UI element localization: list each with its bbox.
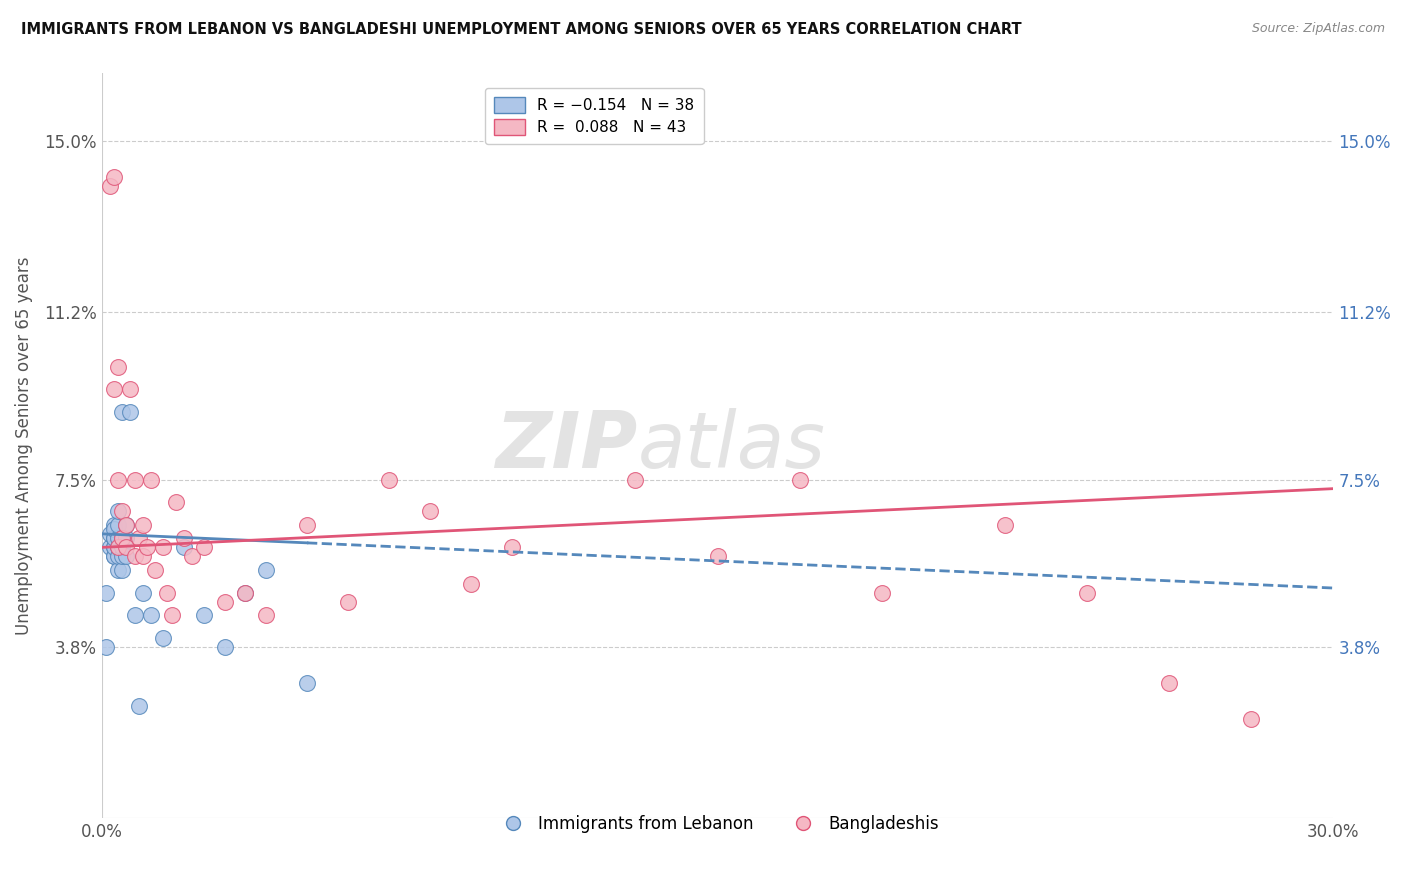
Point — [103, 169, 125, 184]
Point — [181, 549, 204, 564]
Point — [624, 473, 647, 487]
Point — [173, 532, 195, 546]
Point — [107, 359, 129, 374]
Point — [124, 549, 146, 564]
Point — [103, 532, 125, 546]
Point — [107, 504, 129, 518]
Point — [143, 563, 166, 577]
Point — [103, 522, 125, 536]
Point — [107, 541, 129, 555]
Point — [128, 532, 150, 546]
Point — [115, 517, 138, 532]
Point — [789, 473, 811, 487]
Point — [235, 585, 257, 599]
Point — [107, 563, 129, 577]
Point — [132, 549, 155, 564]
Point — [107, 473, 129, 487]
Point — [111, 405, 134, 419]
Point — [94, 640, 117, 654]
Point — [994, 517, 1017, 532]
Point — [111, 563, 134, 577]
Point — [193, 608, 215, 623]
Point — [295, 517, 318, 532]
Point — [128, 698, 150, 713]
Point — [103, 541, 125, 555]
Point — [120, 405, 142, 419]
Point — [139, 608, 162, 623]
Point — [193, 541, 215, 555]
Point — [103, 549, 125, 564]
Point — [173, 541, 195, 555]
Point — [870, 585, 893, 599]
Point — [706, 549, 728, 564]
Point — [115, 532, 138, 546]
Legend: Immigrants from Lebanon, Bangladeshis: Immigrants from Lebanon, Bangladeshis — [489, 809, 946, 840]
Point — [214, 640, 236, 654]
Point — [501, 541, 523, 555]
Point — [1076, 585, 1098, 599]
Point — [94, 585, 117, 599]
Point — [214, 594, 236, 608]
Point — [460, 576, 482, 591]
Point — [107, 517, 129, 532]
Text: Source: ZipAtlas.com: Source: ZipAtlas.com — [1251, 22, 1385, 36]
Point — [132, 585, 155, 599]
Point — [295, 676, 318, 690]
Point — [1159, 676, 1181, 690]
Point — [107, 532, 129, 546]
Point — [115, 541, 138, 555]
Point — [111, 549, 134, 564]
Text: ZIP: ZIP — [495, 408, 637, 483]
Point — [1240, 712, 1263, 726]
Point — [124, 608, 146, 623]
Point — [135, 541, 157, 555]
Text: IMMIGRANTS FROM LEBANON VS BANGLADESHI UNEMPLOYMENT AMONG SENIORS OVER 65 YEARS : IMMIGRANTS FROM LEBANON VS BANGLADESHI U… — [21, 22, 1022, 37]
Point — [98, 541, 121, 555]
Point — [124, 473, 146, 487]
Point — [152, 541, 174, 555]
Point — [103, 532, 125, 546]
Y-axis label: Unemployment Among Seniors over 65 years: Unemployment Among Seniors over 65 years — [15, 257, 32, 635]
Point — [107, 549, 129, 564]
Point — [254, 608, 277, 623]
Point — [419, 504, 441, 518]
Point — [165, 495, 187, 509]
Point — [254, 563, 277, 577]
Point — [103, 541, 125, 555]
Point — [111, 541, 134, 555]
Point — [111, 504, 134, 518]
Point — [152, 631, 174, 645]
Point — [139, 473, 162, 487]
Point — [98, 178, 121, 193]
Point — [103, 382, 125, 396]
Text: atlas: atlas — [637, 408, 825, 483]
Point — [103, 517, 125, 532]
Point — [337, 594, 360, 608]
Point — [115, 517, 138, 532]
Point — [115, 549, 138, 564]
Point — [132, 517, 155, 532]
Point — [111, 532, 134, 546]
Point — [103, 549, 125, 564]
Point — [111, 532, 134, 546]
Point — [235, 585, 257, 599]
Point — [107, 541, 129, 555]
Point — [98, 526, 121, 541]
Point — [160, 608, 183, 623]
Point — [120, 382, 142, 396]
Point — [378, 473, 401, 487]
Point — [156, 585, 179, 599]
